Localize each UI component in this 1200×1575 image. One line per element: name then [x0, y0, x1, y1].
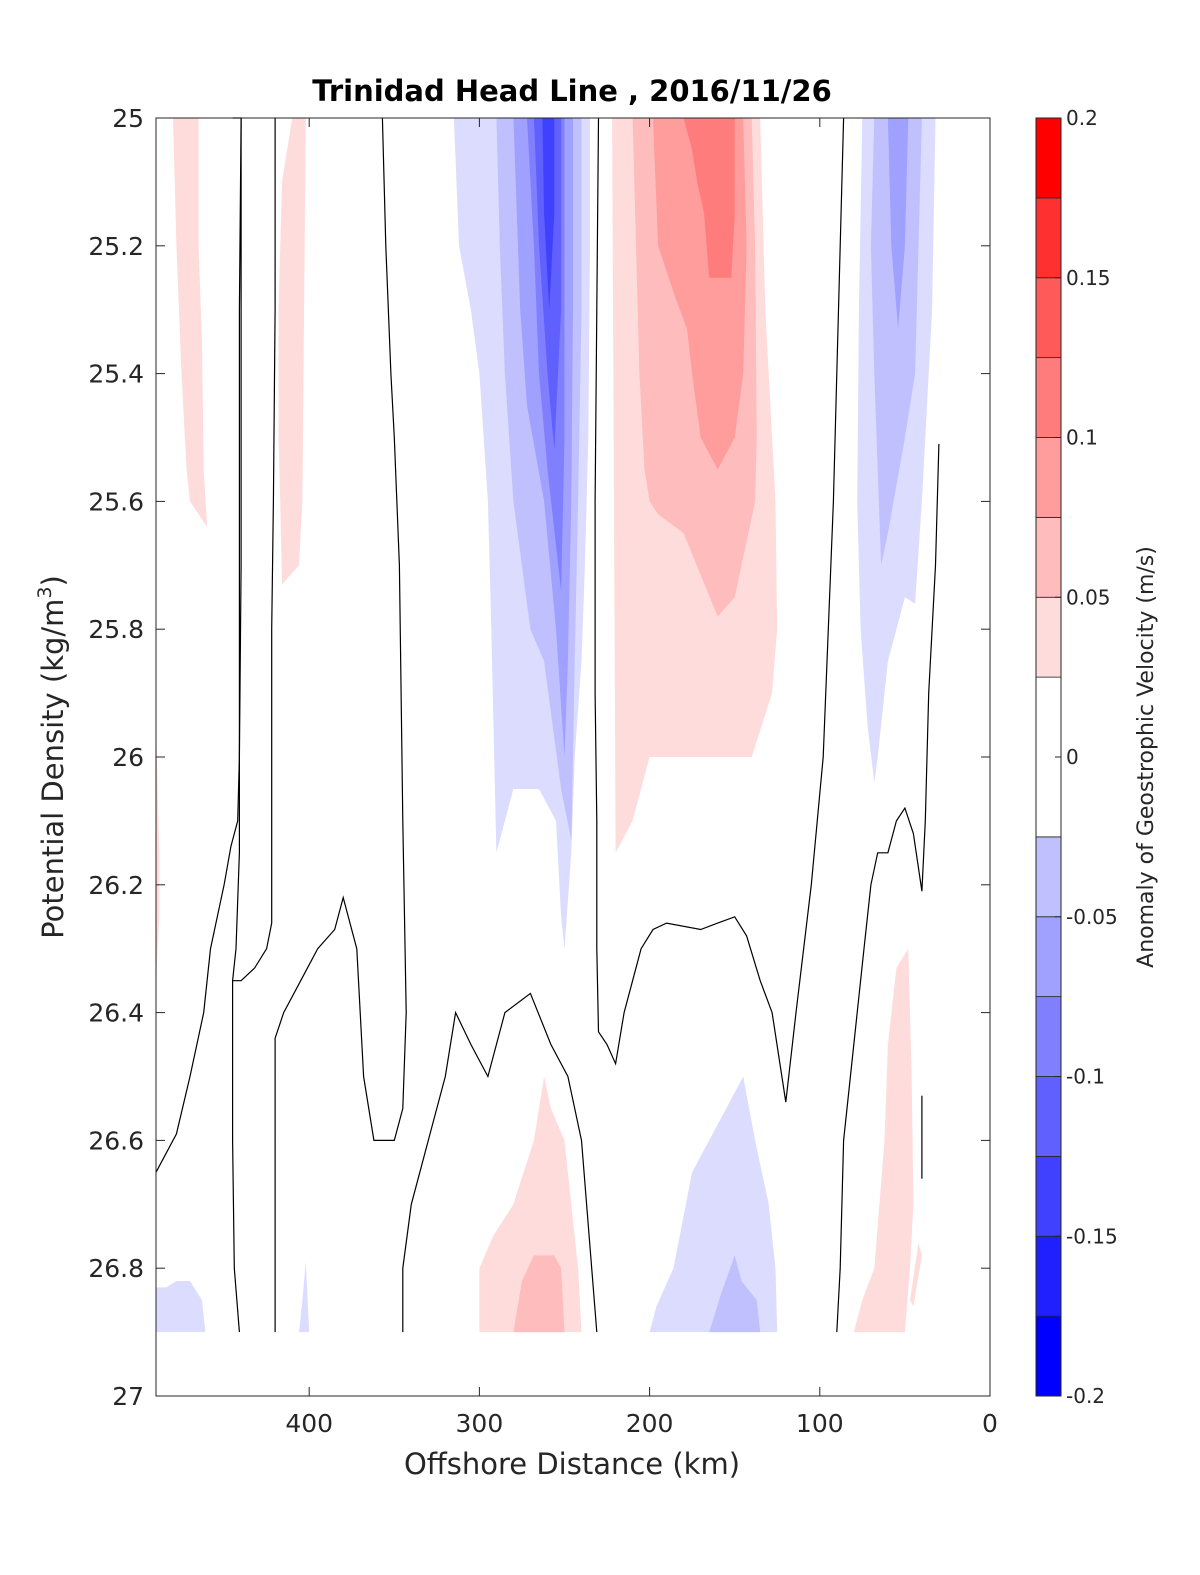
colorbar-tick-label: 0	[1066, 745, 1079, 769]
colorbar-ticks: -0.2 -0.15 -0.1 -0.05 0 0.05 0.1 0.15 0.2	[1055, 106, 1118, 1408]
y-tick-label: 26	[112, 743, 144, 772]
contour-region	[299, 1261, 310, 1333]
zero-contour-line	[232, 118, 276, 982]
colorbar-band	[1035, 357, 1062, 438]
contour-region	[683, 118, 735, 278]
contour-fills	[156, 118, 936, 1333]
contour-region	[542, 118, 555, 310]
contour-region	[156, 1281, 206, 1333]
zero-contour-line	[232, 117, 242, 1333]
x-tick-label: 100	[796, 1409, 844, 1438]
y-axis-label-sup: 3	[34, 586, 56, 598]
x-tick-label: 300	[456, 1409, 504, 1438]
zero-contour-lines	[155, 117, 940, 1333]
zero-contour-line	[402, 992, 598, 1333]
x-tick-label: 200	[626, 1409, 674, 1438]
y-tick-label: 26.8	[88, 1254, 144, 1283]
x-tick-label: 0	[982, 1409, 998, 1438]
colorbar-band	[1035, 1155, 1062, 1237]
colorbar-tick-label: 0.15	[1066, 266, 1111, 290]
y-tick-label: 26.4	[88, 999, 144, 1028]
colorbar-band	[1035, 516, 1062, 598]
colorbar-tick-label: -0.1	[1066, 1065, 1105, 1089]
y-tick-label: 25.6	[88, 487, 144, 516]
colorbar-band	[1035, 117, 1062, 199]
colorbar-tick-label: -0.05	[1066, 905, 1118, 929]
contour-region	[649, 1076, 778, 1333]
chart-title: Trinidad Head Line , 2016/11/26	[312, 74, 832, 108]
y-tick-label: 25.8	[88, 615, 144, 644]
zero-contour-line	[594, 117, 845, 1103]
y-axis-ticks: 25 25.2 25.4 25.6 25.8 26 26.2 26.4 26.6 26.8 27	[88, 104, 990, 1411]
contour-region	[853, 948, 914, 1333]
contour-region	[887, 118, 909, 329]
colorbar-band	[1035, 996, 1062, 1077]
colorbar-band	[1035, 1315, 1062, 1397]
colorbar-tick-label: -0.15	[1066, 1224, 1118, 1248]
zero-contour-line	[836, 443, 940, 1333]
x-axis-ticks: 400 300 200 100 0	[285, 118, 998, 1438]
colorbar	[1035, 117, 1062, 1397]
x-tick-label: 400	[285, 1409, 333, 1438]
y-tick-label: 25.4	[88, 360, 144, 389]
y-tick-label: 26.2	[88, 871, 144, 900]
colorbar-label: Anomaly of Geostrophic Velocity (m/s)	[1134, 546, 1159, 968]
colorbar-tick-label: -0.2	[1066, 1384, 1105, 1408]
colorbar-band	[1035, 1235, 1062, 1317]
colorbar-band	[1035, 197, 1062, 279]
contour-region	[910, 1242, 922, 1307]
contour-region	[278, 118, 306, 585]
contour-region	[513, 1255, 565, 1333]
y-axis-label-close: )	[36, 575, 70, 586]
contour-region	[173, 118, 208, 527]
colorbar-band	[1035, 916, 1062, 998]
y-tick-label: 25	[112, 104, 144, 133]
zero-contour-line	[274, 117, 407, 1333]
colorbar-band	[1035, 836, 1062, 918]
colorbar-tick-label: 0.2	[1066, 106, 1098, 130]
colorbar-band	[1035, 596, 1062, 678]
colorbar-band	[1035, 1076, 1062, 1157]
contour-region	[156, 725, 160, 981]
colorbar-tick-label: 0.1	[1066, 426, 1098, 450]
y-tick-label: 25.2	[88, 232, 144, 261]
y-axis-label-main: Potential Density (kg/m	[36, 599, 70, 939]
colorbar-band	[1035, 277, 1062, 359]
contour-region	[870, 118, 922, 566]
y-tick-label: 26.6	[88, 1126, 144, 1155]
colorbar-tick-label: 0.05	[1066, 585, 1111, 609]
y-axis-label: Potential Density (kg/m3)	[34, 575, 70, 939]
colorbar-band	[1035, 437, 1062, 518]
x-axis-label: Offshore Distance (km)	[404, 1447, 740, 1481]
y-tick-label: 27	[112, 1382, 144, 1411]
contour-region	[709, 1255, 761, 1333]
